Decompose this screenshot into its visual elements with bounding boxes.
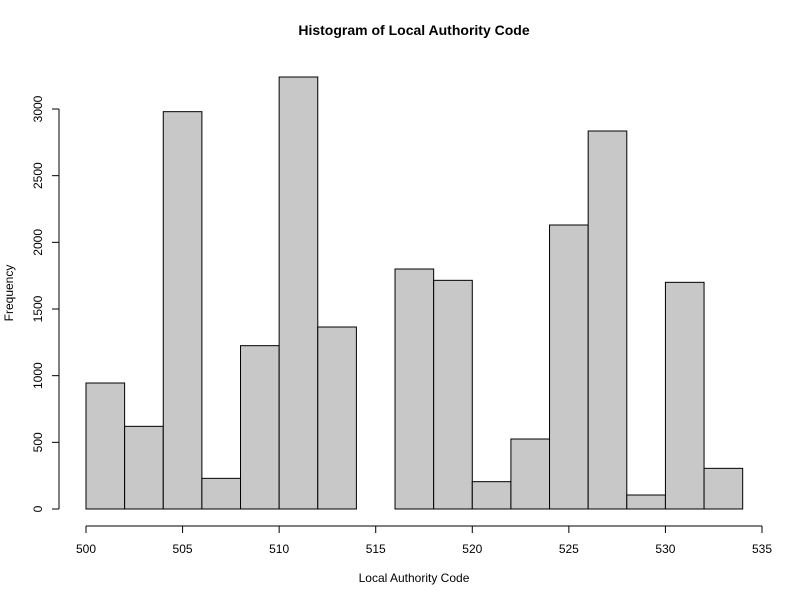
histogram-bar-16 [703,467,744,510]
histogram-bar-12 [549,224,589,510]
histogram-bar-11 [510,438,551,510]
histogram-bar-2 [162,111,203,510]
y-tick-label: 3000 [31,95,45,122]
histogram-bar-0 [85,382,126,510]
histogram-bar-1 [124,425,164,510]
histogram-bar-13 [587,130,628,510]
x-tick-label: 505 [173,542,193,556]
chart-title: Histogram of Local Authority Code [298,22,529,38]
histogram-bar-8 [394,268,435,510]
x-tick-label: 535 [752,542,772,556]
histogram-bar-5 [278,76,319,510]
histogram-bar-9 [433,279,473,510]
bars-group [85,76,744,510]
y-tick-label: 2500 [31,162,45,189]
x-tick-label: 525 [559,542,579,556]
y-tick-label: 500 [31,432,45,452]
histogram-bar-14 [626,494,666,510]
histogram-bar-10 [471,481,512,510]
histogram-bar-4 [240,345,280,510]
y-tick-label: 0 [31,505,45,512]
x-tick-label: 520 [462,542,482,556]
y-axis: 0 500 1000 1500 2000 2500 3000 [31,95,60,512]
y-axis-label: Frequency [2,265,16,322]
x-axis-label: Local Authority Code [359,571,470,585]
histogram-bar-6 [317,326,357,510]
y-tick-label: 1500 [31,295,45,322]
x-tick-label: 515 [366,542,386,556]
histogram-bar-3 [201,477,242,510]
x-tick-label: 500 [76,542,96,556]
y-tick-label: 1000 [31,362,45,389]
x-tick-label: 530 [655,542,675,556]
histogram-bar-15 [664,281,705,510]
y-tick-label: 2000 [31,229,45,256]
x-tick-label: 510 [269,542,289,556]
x-axis: 500 505 510 515 520 525 530 535 [76,525,772,556]
